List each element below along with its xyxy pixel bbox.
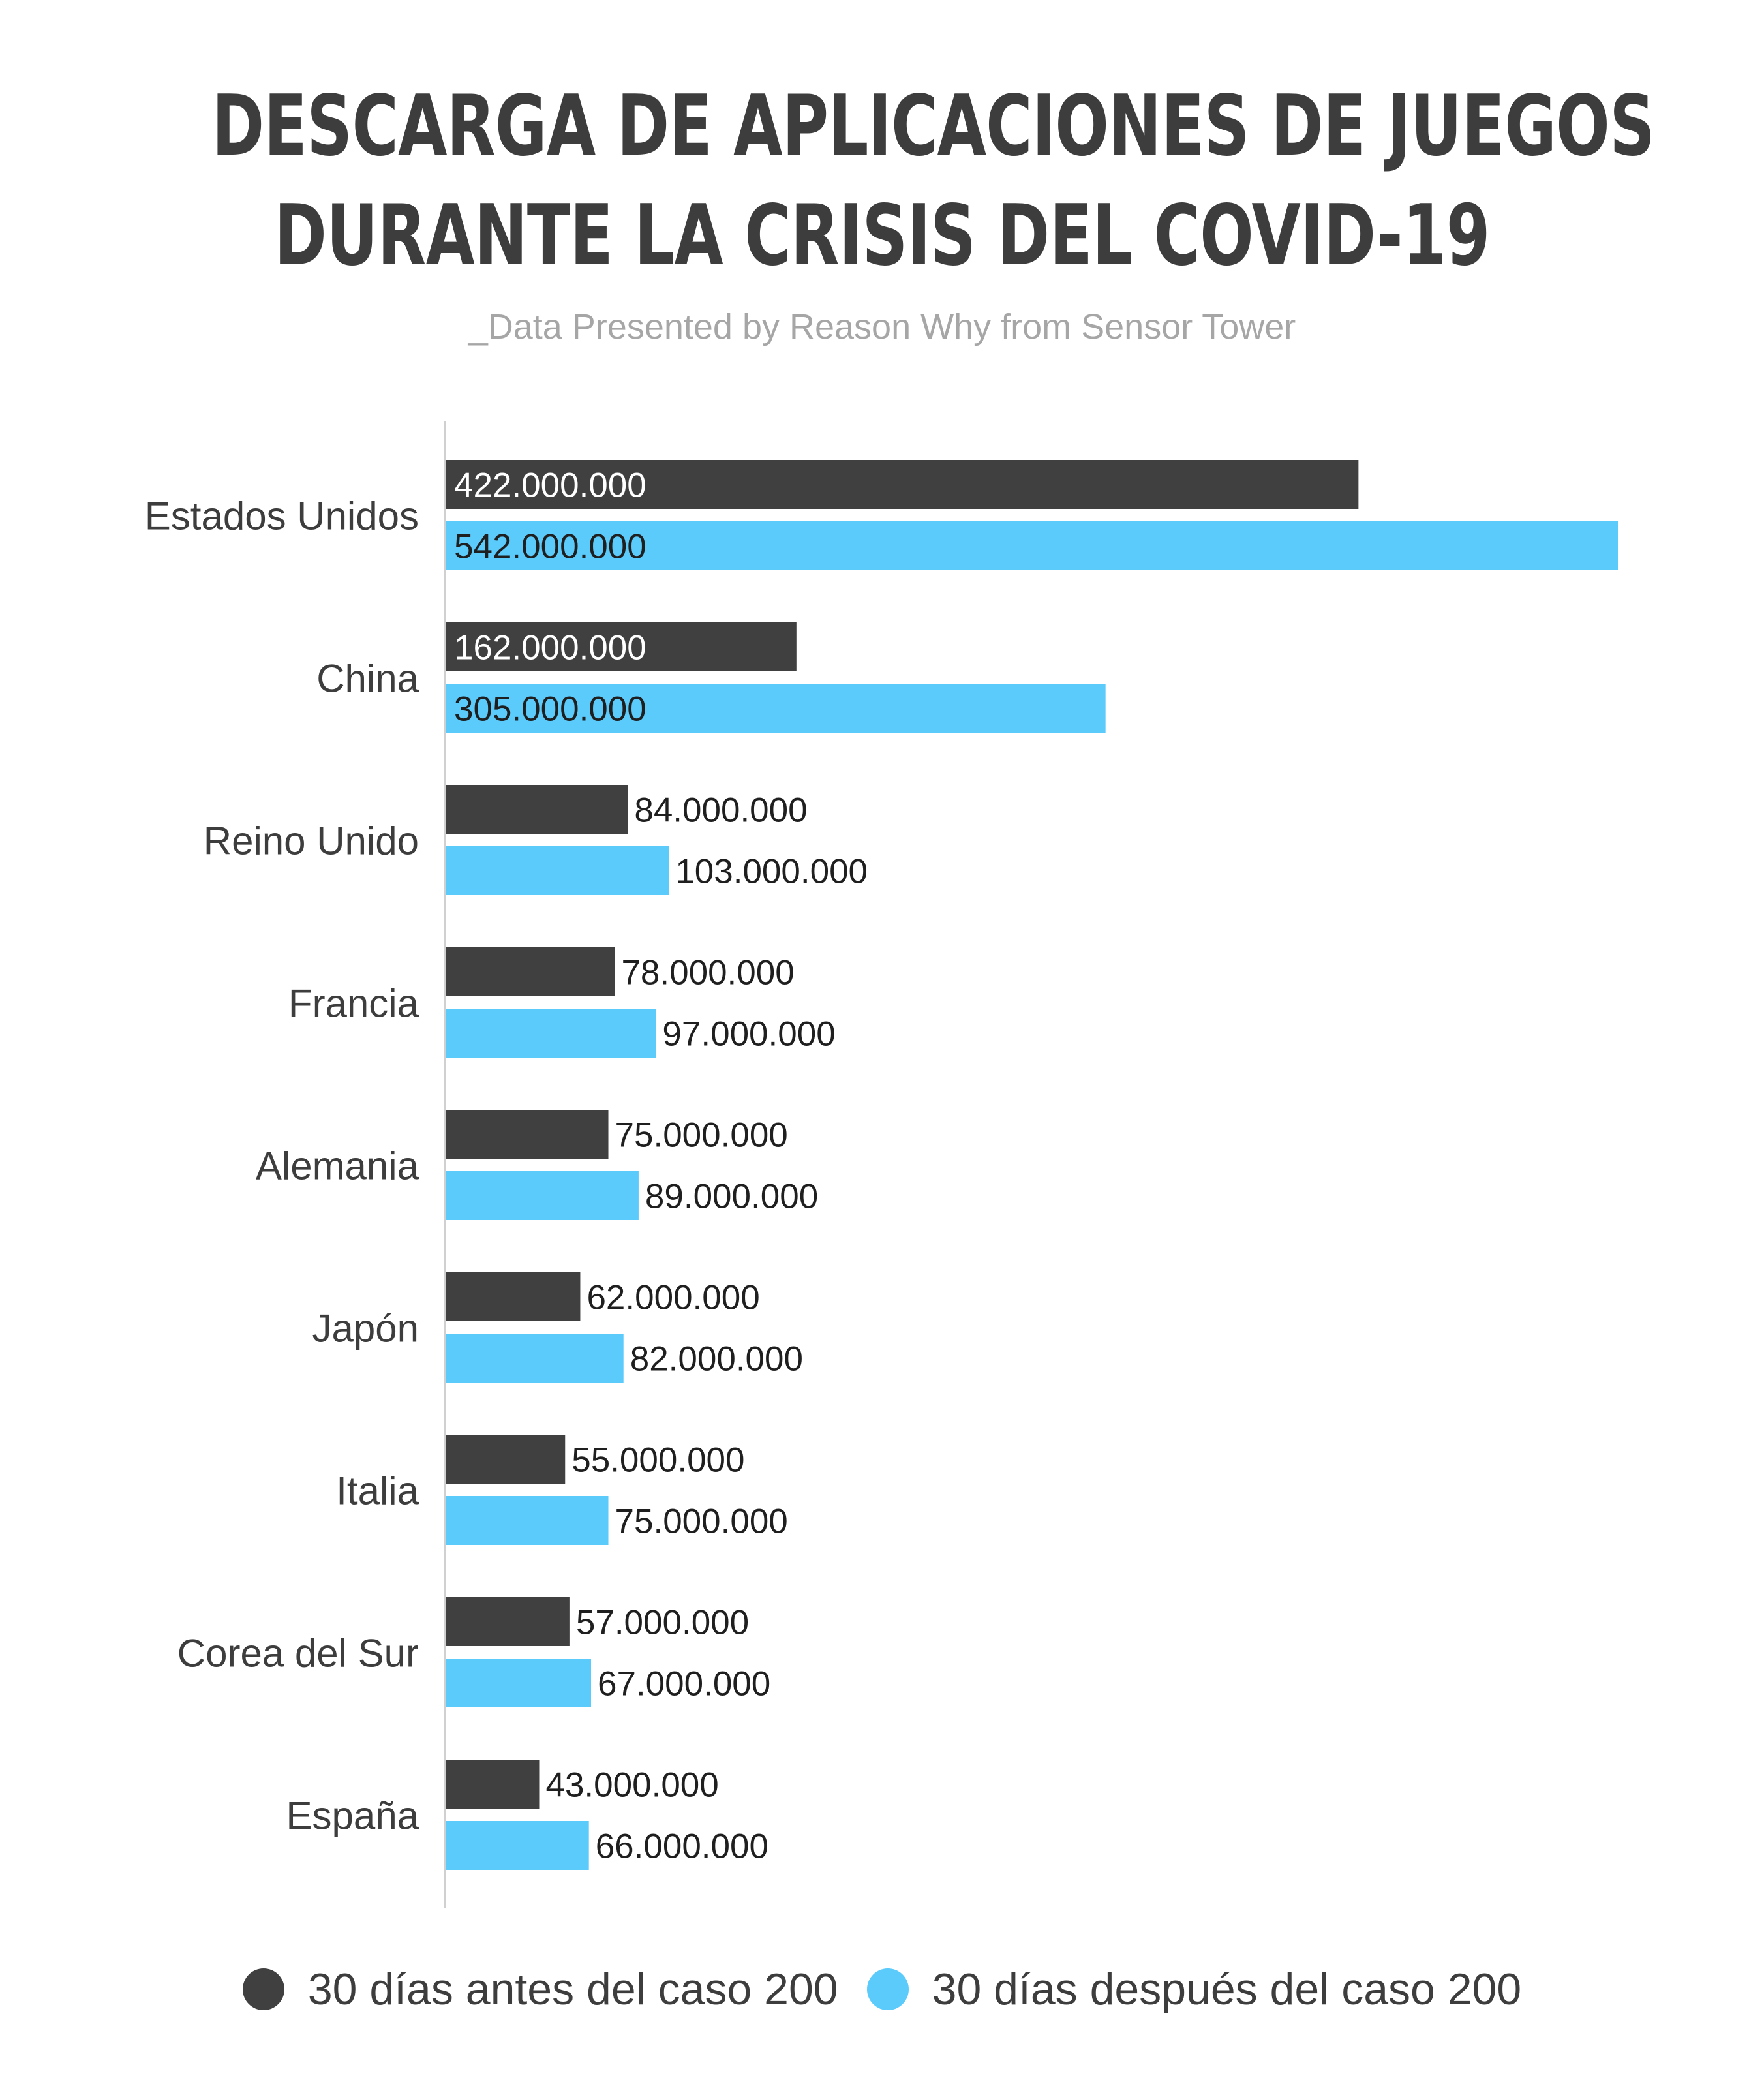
data-label: 84.000.000 — [634, 791, 807, 830]
data-label: 422.000.000 — [454, 466, 646, 505]
legend-label-after: 30 días después del caso 200 — [932, 1965, 1522, 2014]
bar-after — [446, 1821, 589, 1870]
legend-swatch-before — [242, 1968, 284, 2010]
bar-after — [446, 521, 1618, 570]
bar-after — [446, 1659, 592, 1707]
bar-before — [446, 1110, 609, 1159]
bar-before — [446, 1760, 540, 1809]
bar-before — [446, 947, 615, 996]
bar-after — [446, 846, 669, 895]
data-label: 542.000.000 — [454, 528, 646, 566]
legend-swatch-after — [866, 1968, 909, 2010]
bar-after — [446, 1171, 639, 1220]
bar-after — [446, 1334, 624, 1383]
data-label: 43.000.000 — [545, 1766, 718, 1805]
data-label: 97.000.000 — [662, 1015, 835, 1054]
chart-subtitle: _Data Presented by Reason Why from Senso… — [468, 307, 1296, 346]
data-label: 67.000.000 — [598, 1665, 770, 1704]
data-label: 57.000.000 — [576, 1604, 749, 1642]
category-label: Japón — [312, 1307, 419, 1351]
category-label: Reino Unido — [204, 819, 419, 863]
category-label: Italia — [336, 1469, 419, 1513]
data-label: 162.000.000 — [454, 629, 646, 667]
data-label: 103.000.000 — [675, 853, 868, 891]
data-label: 62.000.000 — [586, 1279, 759, 1317]
bar-before — [446, 622, 797, 671]
legend-item-after: 30 días después del caso 200 — [866, 1964, 1522, 2015]
bar-before — [446, 785, 628, 834]
data-label: 55.000.000 — [571, 1441, 744, 1480]
data-label: 75.000.000 — [615, 1503, 788, 1541]
category-label: Francia — [288, 982, 419, 1026]
category-label: España — [286, 1794, 419, 1838]
legend-item-before: 30 días antes del caso 200 — [242, 1964, 838, 2015]
legend-label-before: 30 días antes del caso 200 — [307, 1965, 838, 2014]
bar-after — [446, 1009, 656, 1058]
bar-before — [446, 1435, 566, 1484]
bar-after — [446, 1496, 609, 1545]
bar-after — [446, 684, 1106, 733]
data-label: 89.000.000 — [645, 1178, 818, 1216]
title-line-2: DURANTE LA CRISIS DEL COVID-19 — [274, 187, 1490, 284]
data-label: 305.000.000 — [454, 690, 646, 729]
bar-before — [446, 460, 1359, 509]
data-label: 66.000.000 — [596, 1828, 768, 1866]
chart-title: DESCARGA DE APLICACIONES DE JUEGOS DURAN… — [0, 72, 1764, 291]
category-label: China — [316, 657, 419, 701]
bar-before — [446, 1272, 581, 1321]
category-label: Estados Unidos — [145, 495, 419, 538]
title-line-1: DESCARGA DE APLICACIONES DE JUEGOS — [211, 78, 1655, 175]
category-label: Corea del Sur — [177, 1632, 419, 1675]
bar-before — [446, 1597, 570, 1646]
legend: 30 días antes del caso 200 30 días despu… — [0, 1964, 1764, 2015]
data-label: 82.000.000 — [630, 1340, 803, 1379]
category-label: Alemania — [256, 1144, 419, 1188]
data-label: 78.000.000 — [621, 954, 794, 992]
data-label: 75.000.000 — [615, 1116, 788, 1155]
